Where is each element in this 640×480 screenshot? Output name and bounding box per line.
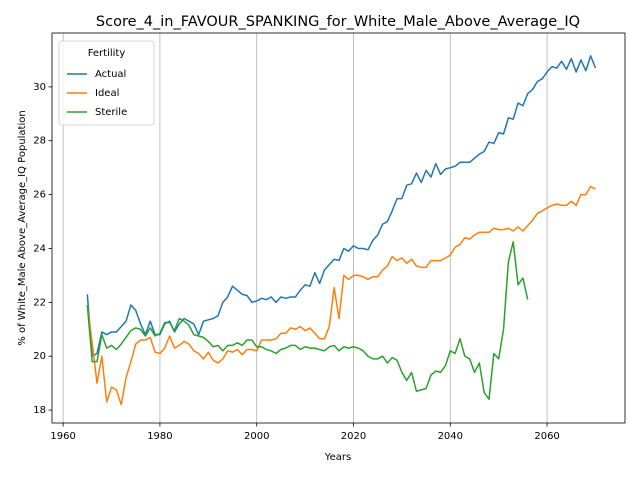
y-tick-label: 28 — [33, 136, 46, 147]
x-tick-label: 1960 — [50, 431, 75, 442]
legend-label: Sterile — [95, 107, 127, 118]
x-tick-label: 2040 — [438, 431, 463, 442]
y-axis-label: % of White_Male Above_Average_IQ Populat… — [17, 110, 28, 345]
y-tick-label: 26 — [33, 190, 46, 201]
legend-label: Ideal — [95, 88, 119, 99]
line-series — [86, 240, 529, 401]
plot-frame — [51, 32, 626, 424]
chart-title: Score_4_in_FAVOUR_SPANKING_for_White_Mal… — [96, 14, 580, 30]
x-axis-label: Years — [324, 452, 351, 463]
legend: Fertility Actual Ideal Sterile — [58, 40, 155, 126]
x-tick-label: 1980 — [147, 431, 172, 442]
x-tick-label: 2060 — [534, 431, 559, 442]
line-series — [86, 185, 596, 406]
y-tick-label: 20 — [33, 351, 46, 362]
y-tick-label: 24 — [33, 243, 46, 254]
y-tick-label: 22 — [33, 297, 46, 308]
x-tick-label: 2020 — [341, 431, 366, 442]
legend-label: Actual — [95, 69, 126, 80]
legend-title: Fertility — [88, 48, 126, 59]
y-tick-label: 30 — [33, 82, 46, 93]
legend-box — [58, 40, 155, 126]
x-tick-label: 2000 — [244, 431, 269, 442]
y-tick-label: 18 — [33, 405, 46, 416]
